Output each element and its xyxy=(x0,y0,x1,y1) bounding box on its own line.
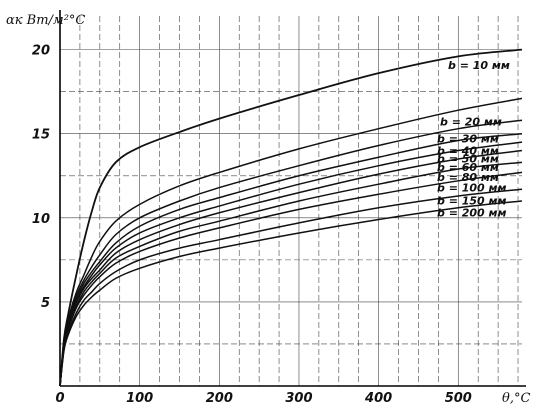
x-tick-label: 100 xyxy=(126,391,153,406)
x-axis-label: θ,°C xyxy=(502,391,530,406)
y-tick-label: 5 xyxy=(41,296,50,311)
tick-labels: 0 100 200 300 400 500 5 10 15 20 xyxy=(32,44,472,406)
series-label: b = 200 мм xyxy=(437,207,507,220)
y-tick-label: 20 xyxy=(32,44,50,59)
series-line xyxy=(59,188,523,387)
series-label: b = 80 мм xyxy=(437,171,499,184)
grid xyxy=(60,16,522,386)
series-label: b = 100 мм xyxy=(437,181,507,194)
x-tick-label: 500 xyxy=(445,391,472,406)
y-axis-label: αк Вт/м²°C xyxy=(6,13,85,28)
series-label: b = 40 мм xyxy=(437,144,499,157)
series-labels: b = 10 ммb = 20 ммb = 30 ммb = 40 ммb = … xyxy=(437,59,510,219)
y-tick-label: 15 xyxy=(32,128,50,143)
series-line xyxy=(59,171,523,387)
series-lines xyxy=(59,48,523,387)
series-label: b = 30 мм xyxy=(437,133,499,146)
series-line xyxy=(59,149,523,387)
series-label: b = 50 мм xyxy=(437,153,499,166)
series-label: b = 60 мм xyxy=(437,161,499,174)
series-line xyxy=(59,48,523,387)
x-tick-label: 300 xyxy=(285,391,312,406)
x-tick-label: 0 xyxy=(55,391,64,406)
series-line xyxy=(59,200,523,387)
x-tick-label: 400 xyxy=(364,391,392,406)
x-tick-label: 200 xyxy=(206,391,233,406)
axes: αк Вт/м²°C θ,°C xyxy=(6,10,530,406)
y-tick-label: 10 xyxy=(32,212,50,227)
series-label: b = 20 мм xyxy=(440,116,502,129)
series-label: b = 150 мм xyxy=(437,195,507,208)
series-label: b = 10 мм xyxy=(448,59,510,72)
